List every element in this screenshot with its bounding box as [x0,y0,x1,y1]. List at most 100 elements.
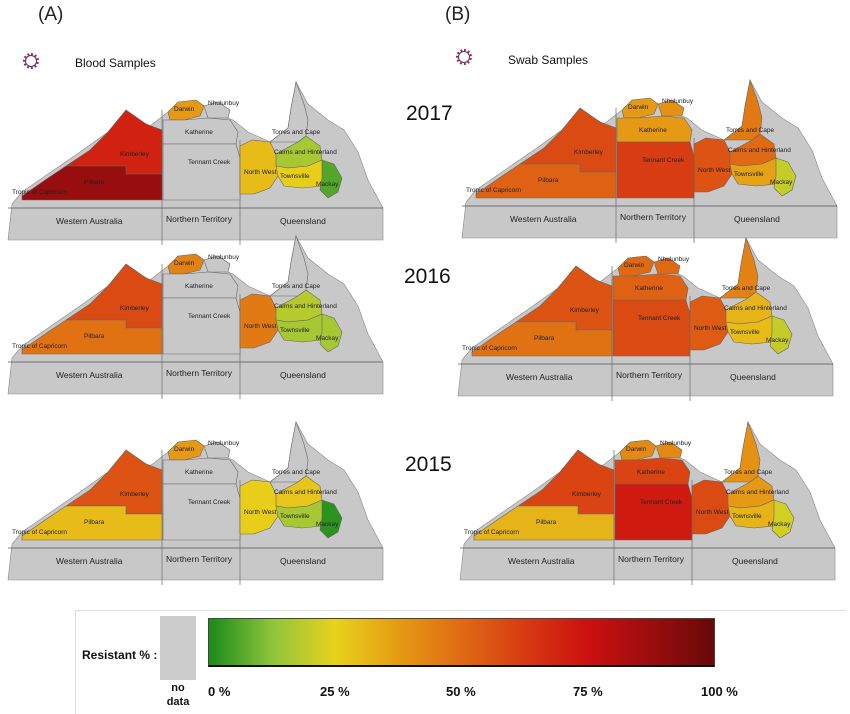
region-label-katherine: Katherine [185,129,213,136]
region-label-pilbara: Pilbara [538,177,559,184]
year-label-2017: 2017 [406,102,453,125]
region-nhulunbuy [655,441,683,459]
region-label-pilbara: Pilbara [84,519,105,526]
region-pilbara [473,505,615,541]
region-label-cairns: Cairns and Hinterland [728,147,791,154]
region-label-nhulunbuy: Nhulunbuy [660,440,692,447]
choropleth-map-b-2016: Kimberley Pilbara Darwin Nhulunbuy Katherine… [457,236,834,401]
no-data-line2: data [166,696,190,708]
region-kimberley [65,263,163,329]
region-label-tennant-creek: Tennant Creek [638,315,681,322]
region-label-townsville: Townsville [730,329,760,336]
region-label-katherine: Katherine [185,469,213,476]
region-label-mackay: Mackay [766,337,789,344]
region-mackay [773,157,797,197]
choropleth-map-a-2016: Kimberley Pilbara Darwin Nhulunbuy Katherine… [7,234,384,399]
region-tennant-creek [162,297,241,355]
no-data-label: no data [158,681,198,709]
region-label-nhulunbuy: Nhulunbuy [662,98,694,105]
region-pilbara [21,319,163,355]
region-label-mackay: Mackay [770,179,793,186]
region-pilbara [471,321,613,357]
region-label-torres-cape: Torres and Cape [722,285,770,292]
region-label-katherine: Katherine [639,127,667,134]
region-label-torres-cape: Torres and Cape [726,127,774,134]
state-label-wa: Western Australia [508,556,575,566]
region-label-townsville: Townsville [280,513,310,520]
region-label-darwin: Darwin [174,260,195,267]
region-pilbara [21,505,163,541]
region-label-nhulunbuy: Nhulunbuy [208,440,240,447]
blood-sample-dot-icon [23,53,39,69]
region-label-nhulunbuy: Nhulunbuy [658,256,690,263]
state-label-wa: Western Australia [56,216,123,226]
region-label-cairns: Cairns and Hinterland [726,489,789,496]
state-label-qld: Queensland [280,216,326,226]
region-mackay [319,499,343,539]
region-label-tennant-creek: Tennant Creek [188,159,231,166]
tropic-of-capricorn-label: Tropic of Capricorn [464,529,519,536]
region-label-darwin: Darwin [624,262,645,269]
region-label-north-west: North West [244,509,277,516]
region-label-nhulunbuy: Nhulunbuy [208,254,240,261]
region-label-north-west: North West [694,325,727,332]
region-label-pilbara: Pilbara [536,519,557,526]
region-label-mackay: Mackay [316,521,339,528]
no-data-line1: no [171,682,185,694]
region-label-kimberley: Kimberley [570,307,600,314]
scale-tick-label: 0 % [208,684,231,699]
scale-tick-label: 75 % [573,684,603,699]
tropic-of-capricorn-label: Tropic of Capricorn [12,529,67,536]
region-label-tennant-creek: Tennant Creek [188,499,231,506]
region-label-torres-cape: Torres and Cape [724,469,772,476]
region-label-kimberley: Kimberley [120,151,150,158]
region-label-cairns: Cairns and Hinterland [274,149,337,156]
region-nhulunbuy [657,99,685,117]
region-pilbara [475,163,617,199]
region-label-townsville: Townsville [734,171,764,178]
region-label-mackay: Mackay [316,181,339,188]
state-label-nt: Northern Territory [166,554,233,564]
legend-label: Resistant % : [82,648,158,662]
region-nhulunbuy [653,257,681,275]
state-label-wa: Western Australia [506,372,573,382]
region-mackay [771,499,795,539]
region-label-pilbara: Pilbara [84,333,105,340]
choropleth-map-b-2017: Kimberley Pilbara Darwin Nhulunbuy Katherine… [461,78,838,243]
swab-sample-dot-icon [456,49,472,65]
region-tennant-creek [162,143,241,201]
state-label-qld: Queensland [730,372,776,382]
region-label-darwin: Darwin [174,106,195,113]
tropic-of-capricorn-label: Tropic of Capricorn [462,345,517,352]
region-label-north-west: North West [698,167,731,174]
region-label-torres-cape: Torres and Cape [272,283,320,290]
region-label-torres-cape: Torres and Cape [272,469,320,476]
region-label-kimberley: Kimberley [120,491,150,498]
region-label-tennant-creek: Tennant Creek [640,499,683,506]
region-label-nhulunbuy: Nhulunbuy [208,100,240,107]
region-label-kimberley: Kimberley [120,305,150,312]
region-label-townsville: Townsville [280,173,310,180]
region-label-darwin: Darwin [174,446,195,453]
region-label-kimberley: Kimberley [574,149,604,156]
region-label-katherine: Katherine [635,285,663,292]
region-label-katherine: Katherine [185,283,213,290]
region-tennant-creek [614,483,693,541]
region-label-cairns: Cairns and Hinterland [274,489,337,496]
region-label-darwin: Darwin [626,446,647,453]
state-label-qld: Queensland [280,556,326,566]
choropleth-map-a-2015: Kimberley Pilbara Darwin Nhulunbuy Katherine… [7,420,384,585]
region-kimberley [515,265,613,331]
region-label-north-west: North West [244,323,277,330]
choropleth-map-a-2017: Kimberley Pilbara Darwin Nhulunbuy Katherine… [7,80,384,245]
tropic-of-capricorn-label: Tropic of Capricorn [12,189,67,196]
state-label-nt: Northern Territory [616,370,683,380]
region-label-north-west: North West [696,509,729,516]
swab-samples-title: Swab Samples [508,53,589,67]
state-label-nt: Northern Territory [620,212,687,222]
region-nhulunbuy [203,101,231,119]
region-label-mackay: Mackay [768,521,791,528]
year-label-2016: 2016 [404,265,451,288]
region-mackay [319,159,343,199]
region-kimberley [517,449,615,515]
